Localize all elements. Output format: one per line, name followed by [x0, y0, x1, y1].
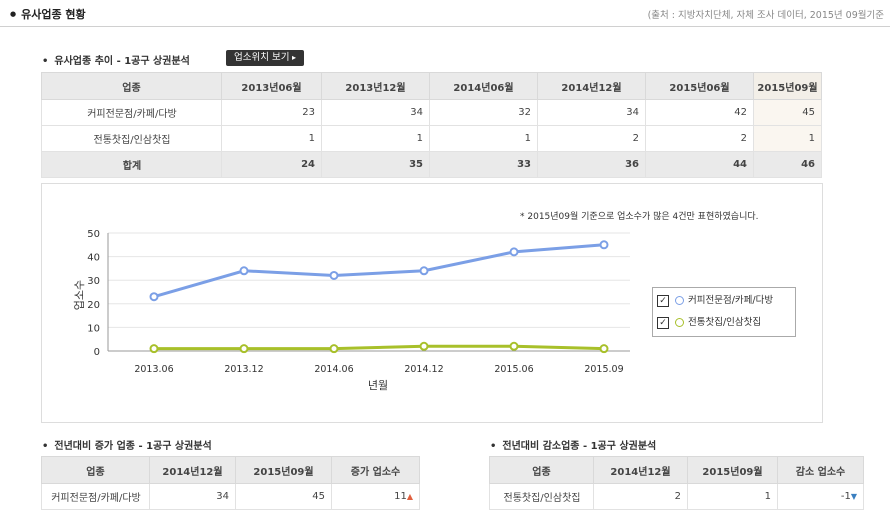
table-cell: 33 [429, 151, 538, 178]
row-label: 커피전문점/카페/다방 [41, 483, 150, 510]
column-header: 2015년09월 [687, 456, 778, 484]
chart-note: * 2015년09월 기준으로 업소수가 많은 4건만 표현하였습니다. [520, 212, 759, 222]
table-row: 커피전문점/카페/다방 34 45 11▲ [41, 483, 420, 510]
table-cell: -1▼ [777, 483, 864, 510]
column-header: 감소 업소수 [777, 456, 864, 484]
column-header: 2014년12월 [149, 456, 236, 484]
table-cell: 1 [221, 125, 322, 152]
table-cell: 34 [321, 99, 430, 126]
arrow-up-icon: ▲ [406, 492, 413, 501]
row-label: 전통찻집/인삼찻집 [489, 483, 594, 510]
row-label: 커피전문점/카페/다방 [41, 99, 222, 126]
row-label: 합계 [41, 151, 222, 178]
column-header: 업종 [41, 456, 150, 484]
row-label: 전통찻집/인삼찻집 [41, 125, 222, 152]
column-header: 업종 [489, 456, 594, 484]
increase-title: 전년대비 증가 업종 - 1공구 상권분석 [42, 437, 211, 452]
chart-panel [41, 183, 823, 423]
table-cell: 1 [429, 125, 538, 152]
circle-marker-icon [675, 296, 684, 305]
decrease-title: 전년대비 감소업종 - 1공구 상권분석 [490, 437, 656, 452]
table-cell: 2 [593, 483, 688, 510]
table-cell: 23 [221, 99, 322, 126]
map-location-button[interactable]: 업소위치 보기 [226, 50, 305, 66]
table-cell: 2 [645, 125, 754, 152]
increase-table: 업종 2014년12월 2015년09월 증가 업소수 커피전문점/카페/다방 … [41, 456, 420, 510]
table-cell: 11▲ [331, 483, 420, 510]
table-row: 커피전문점/카페/다방 23 34 32 34 42 45 [41, 99, 822, 126]
trend-table: 업종 2013년06월 2013년12월 2014년06월 2014년12월 2… [41, 72, 822, 178]
legend-item[interactable]: ✓ 커피전문점/카페/다방 [657, 292, 773, 310]
table-cell: 1 [321, 125, 430, 152]
section-title: 유사업종 현황 [10, 6, 86, 22]
table-cell: 32 [429, 99, 538, 126]
legend-label: 커피전문점/카페/다방 [688, 295, 774, 306]
table-cell: 46 [753, 151, 822, 178]
column-header: 2014년12월 [537, 72, 646, 100]
column-header: 업종 [41, 72, 222, 100]
column-header: 2013년06월 [221, 72, 322, 100]
table-cell: 2 [537, 125, 646, 152]
table-cell: 24 [221, 151, 322, 178]
column-header: 2015년09월 [235, 456, 332, 484]
column-header: 2013년12월 [321, 72, 430, 100]
table-cell: 42 [645, 99, 754, 126]
legend-item[interactable]: ✓ 전통찻집/인삼찻집 [657, 314, 761, 332]
column-header: 2015년06월 [645, 72, 754, 100]
legend-label: 전통찻집/인삼찻집 [688, 317, 762, 328]
table-cell: 45 [235, 483, 332, 510]
table-cell: 34 [537, 99, 646, 126]
table-header-row: 업종 2014년12월 2015년09월 감소 업소수 [489, 456, 864, 484]
section-header: 유사업종 현황 (출처 : 지방자치단체, 자체 조사 데이터, 2015년 0… [0, 0, 890, 27]
decrease-table: 업종 2014년12월 2015년09월 감소 업소수 전통찻집/인삼찻집 2 … [489, 456, 864, 510]
checkbox-checked-icon[interactable]: ✓ [657, 316, 669, 329]
table-header-row: 업종 2013년06월 2013년12월 2014년06월 2014년12월 2… [41, 72, 822, 100]
table-cell: 1 [687, 483, 778, 510]
arrow-down-icon: ▼ [850, 492, 857, 501]
column-header: 2015년09월 [753, 72, 822, 100]
column-header: 증가 업소수 [331, 456, 420, 484]
table-row: 전통찻집/인삼찻집 2 1 -1▼ [489, 483, 864, 510]
table-cell: 45 [753, 99, 822, 126]
table-header-row: 업종 2014년12월 2015년09월 증가 업소수 [41, 456, 420, 484]
total-row: 합계 24 35 33 36 44 46 [41, 151, 822, 178]
table-cell: 44 [645, 151, 754, 178]
table-cell: 1 [753, 125, 822, 152]
column-header: 2014년06월 [429, 72, 538, 100]
source-note: (출처 : 지방자치단체, 자체 조사 데이터, 2015년 09월기준 [647, 10, 884, 21]
checkbox-checked-icon[interactable]: ✓ [657, 294, 669, 307]
chart-legend: ✓ 커피전문점/카페/다방 ✓ 전통찻집/인삼찻집 [652, 287, 796, 337]
table-cell: 34 [149, 483, 236, 510]
delta-value: -1 [840, 491, 851, 502]
table-cell: 36 [537, 151, 646, 178]
delta-value: 11 [394, 491, 407, 502]
trend-title: 유사업종 추이 - 1공구 상권분석 [42, 52, 189, 67]
circle-marker-icon [675, 318, 684, 327]
table-row: 전통찻집/인삼찻집 1 1 1 2 2 1 [41, 125, 822, 152]
column-header: 2014년12월 [593, 456, 688, 484]
table-cell: 35 [321, 151, 430, 178]
